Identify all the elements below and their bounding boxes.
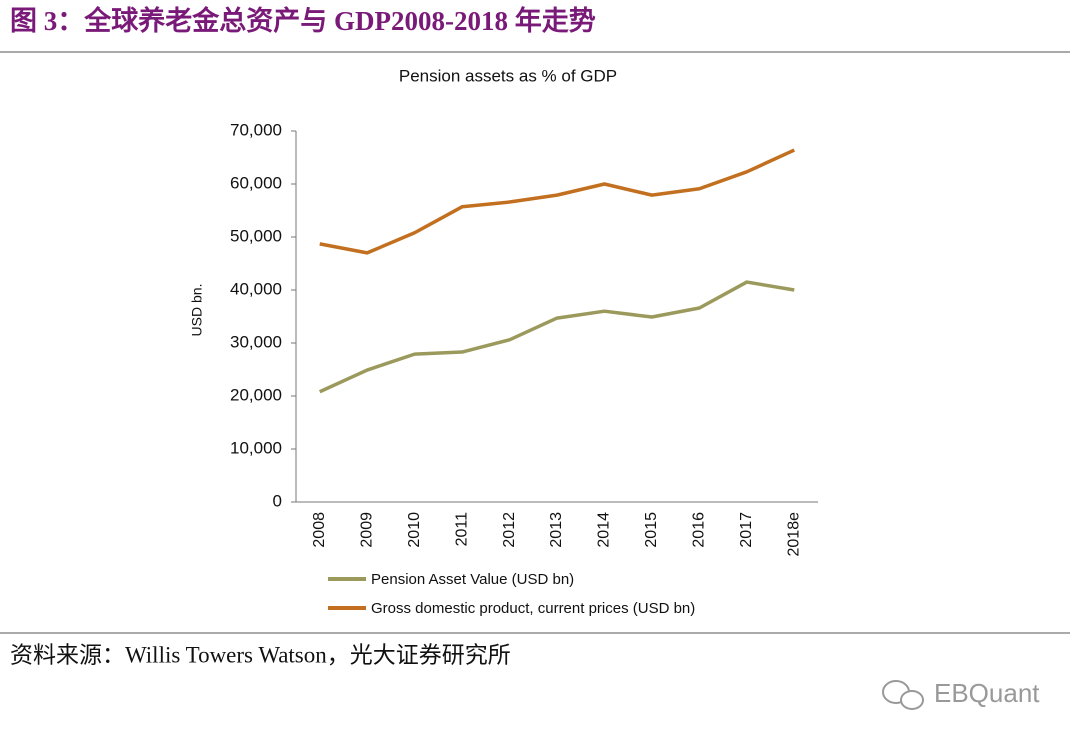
series-line — [318, 280, 795, 394]
x-tick-label: 2018e — [785, 512, 802, 557]
watermark: EBQuant — [934, 678, 1040, 708]
y-tick-label: 40,000 — [230, 279, 282, 298]
chart-title: Pension assets as % of GDP — [399, 66, 617, 85]
y-tick-label: 60,000 — [230, 173, 282, 192]
y-tick-label: 30,000 — [230, 332, 282, 351]
x-tick-label: 2010 — [406, 512, 423, 548]
x-tick-label: 2011 — [453, 512, 470, 547]
y-tick-label: 50,000 — [230, 226, 282, 245]
legend-label: Gross domestic product, current prices (… — [371, 600, 695, 617]
y-tick-label: 10,000 — [230, 438, 282, 457]
x-tick-label: 2012 — [501, 512, 518, 548]
x-tick-label: 2008 — [311, 512, 328, 548]
x-tick-label: 2009 — [358, 512, 375, 548]
y-tick-label: 70,000 — [230, 120, 282, 139]
y-tick-label: 0 — [273, 491, 282, 510]
legend-label: Pension Asset Value (USD bn) — [371, 571, 574, 588]
x-tick-label: 2015 — [643, 512, 660, 548]
x-tick-label: 2017 — [738, 512, 755, 548]
y-axis-label: USD bn. — [189, 284, 205, 337]
series-line — [319, 148, 796, 255]
page-title: 图 3：全球养老金总资产与 GDP2008-2018 年走势 — [10, 5, 596, 36]
x-tick-label: 2014 — [596, 512, 613, 548]
source-note: 资料来源：Willis Towers Watson，光大证券研究所 — [10, 642, 511, 667]
y-tick-label: 20,000 — [230, 385, 282, 404]
x-tick-label: 2016 — [691, 512, 708, 548]
x-tick-label: 2013 — [548, 512, 565, 548]
watermark-icon — [882, 680, 924, 710]
